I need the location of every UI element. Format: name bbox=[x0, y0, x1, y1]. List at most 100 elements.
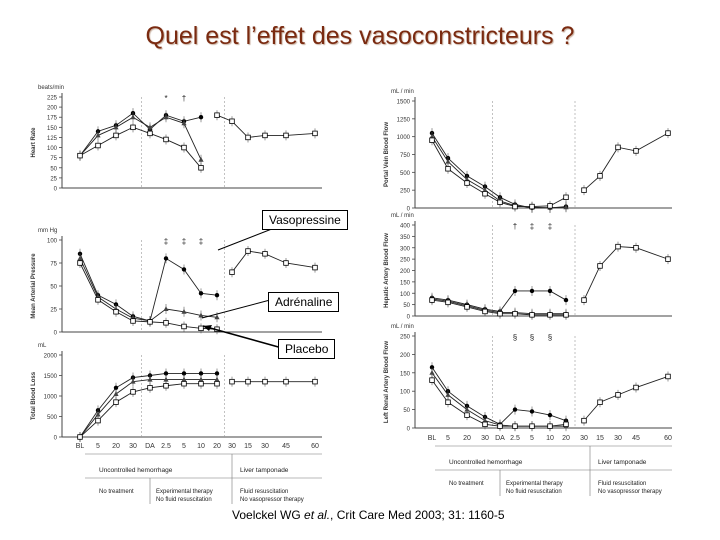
data-point bbox=[529, 203, 535, 210]
unit-label: beats/min bbox=[38, 85, 64, 91]
series-3 bbox=[429, 375, 569, 432]
data-point bbox=[181, 371, 187, 376]
significance-mark: ‡ bbox=[530, 222, 534, 231]
series-3 bbox=[77, 122, 204, 173]
data-point bbox=[130, 318, 136, 324]
x-tick-label: 10 bbox=[546, 435, 554, 442]
y-axis-label: Left Renal Artery Blood Flow bbox=[384, 341, 390, 423]
data-point bbox=[529, 312, 535, 318]
series-line bbox=[583, 246, 669, 301]
y-tick-label: 750 bbox=[400, 153, 411, 159]
data-point bbox=[563, 194, 569, 200]
data-point bbox=[429, 370, 435, 375]
data-point bbox=[464, 406, 470, 412]
x-tick-label: 10 bbox=[197, 443, 205, 450]
y-tick-label: 200 bbox=[400, 353, 411, 359]
data-point bbox=[198, 371, 204, 376]
data-point bbox=[181, 267, 187, 272]
series-3 bbox=[77, 378, 220, 442]
significance-mark: † bbox=[513, 222, 517, 231]
data-point bbox=[512, 203, 518, 210]
x-tick-label: 2.5 bbox=[510, 435, 520, 442]
data-point bbox=[497, 423, 503, 429]
data-point bbox=[581, 297, 587, 303]
unit-label: mL / min bbox=[391, 89, 414, 95]
y-tick-label: 0 bbox=[407, 207, 411, 213]
x-tick-label: DA bbox=[145, 443, 155, 450]
x-tick-label: 30 bbox=[228, 443, 236, 450]
phase-no-treatment: No treatment bbox=[449, 481, 484, 487]
data-point bbox=[113, 399, 119, 405]
data-point bbox=[633, 384, 639, 391]
series-3 bbox=[429, 135, 569, 212]
y-axis-label: Total Blood Loss bbox=[31, 371, 37, 420]
y-tick-label: 500 bbox=[400, 171, 411, 177]
data-point bbox=[429, 365, 435, 370]
data-point bbox=[283, 378, 289, 385]
data-point bbox=[77, 260, 83, 266]
x-tick-label: 5 bbox=[446, 435, 450, 442]
data-point bbox=[497, 199, 503, 205]
data-point bbox=[214, 371, 220, 376]
data-point bbox=[563, 421, 569, 428]
unit-label: mL / min bbox=[391, 213, 414, 219]
data-point bbox=[214, 112, 220, 118]
series-line bbox=[79, 112, 202, 156]
significance-mark: ‡ bbox=[548, 222, 552, 231]
data-point bbox=[130, 389, 136, 395]
y-axis-label: Hepatic Artery Blood Flow bbox=[384, 233, 390, 308]
x-tick-label: DA bbox=[495, 435, 505, 442]
panel-left-2: 100 75 50 25 0 mm Hg Mean Arterial Pressure ‡ ‡ ‡ bbox=[31, 228, 322, 337]
series-4 bbox=[229, 376, 318, 387]
series-line bbox=[79, 383, 217, 438]
y-tick-label: 1000 bbox=[44, 395, 58, 401]
series-4 bbox=[214, 110, 318, 143]
data-point bbox=[95, 142, 101, 149]
y-tick-label: 50 bbox=[403, 303, 410, 309]
panel-right-2: 400 350 300 250 200 150 100 50 0 mL / min Hepatic … bbox=[384, 213, 672, 321]
arrowhead-placebo bbox=[203, 325, 212, 331]
data-point bbox=[262, 251, 268, 257]
series-1 bbox=[429, 362, 569, 430]
data-point bbox=[312, 130, 318, 137]
data-point bbox=[563, 204, 569, 210]
y-tick-label: 75 bbox=[50, 156, 57, 162]
x-tick-label: 20 bbox=[112, 443, 120, 450]
data-point bbox=[198, 312, 204, 318]
data-point bbox=[547, 423, 553, 429]
data-point bbox=[147, 385, 153, 391]
panel-right-3: 250 200 150 100 50 0 mL / min Left Renal Artery… bbox=[384, 324, 672, 433]
y-tick-label: 150 bbox=[400, 371, 411, 377]
series-3 bbox=[429, 295, 569, 320]
significance-mark: † bbox=[182, 94, 186, 103]
data-point bbox=[95, 411, 101, 417]
data-point bbox=[113, 385, 119, 390]
data-point bbox=[547, 203, 553, 209]
callout-placebo: Placebo bbox=[278, 339, 336, 359]
y-tick-label: 1250 bbox=[397, 117, 411, 123]
data-point bbox=[181, 120, 187, 126]
y-tick-label: 125 bbox=[47, 136, 58, 142]
y-tick-label: 0 bbox=[407, 315, 411, 321]
data-point bbox=[77, 434, 83, 440]
y-tick-label: 1500 bbox=[44, 374, 58, 380]
x-tick-label: 5 bbox=[530, 435, 534, 442]
data-point bbox=[482, 308, 488, 315]
y-tick-label: 300 bbox=[400, 246, 411, 252]
data-point bbox=[181, 323, 187, 330]
data-point bbox=[198, 291, 204, 296]
x-tick-label: BL bbox=[76, 443, 85, 450]
y-tick-label: 150 bbox=[47, 126, 58, 132]
phase-no-treatment: No treatment bbox=[99, 489, 134, 495]
x-tick-label: 45 bbox=[632, 435, 640, 442]
y-tick-label: 400 bbox=[400, 224, 411, 230]
data-point bbox=[163, 376, 169, 382]
data-point bbox=[512, 311, 518, 317]
x-tick-label: 30 bbox=[580, 435, 588, 442]
data-point bbox=[163, 306, 169, 311]
data-point bbox=[429, 377, 435, 383]
significance-mark: § bbox=[530, 333, 534, 342]
series-line bbox=[431, 367, 567, 425]
y-tick-label: 100 bbox=[400, 390, 411, 396]
data-point bbox=[229, 378, 235, 385]
